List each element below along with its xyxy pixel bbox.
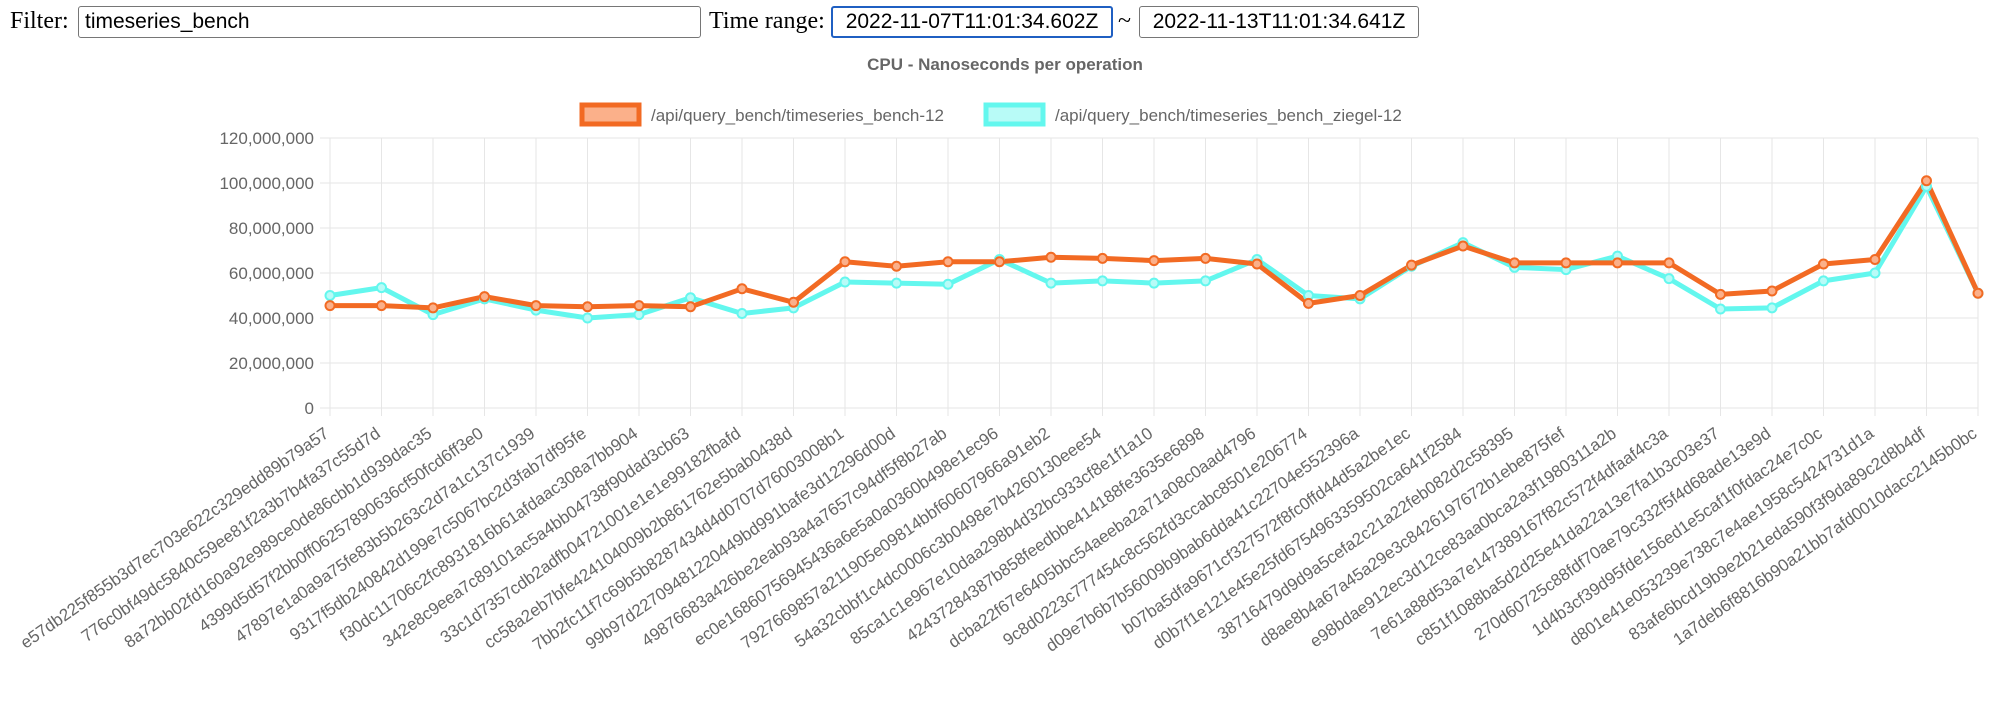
series-1-point[interactable] bbox=[1406, 259, 1417, 271]
series-2-point[interactable] bbox=[1200, 275, 1211, 287]
series-1-point[interactable] bbox=[1869, 254, 1881, 265]
series-1-point[interactable] bbox=[1097, 252, 1108, 264]
series-1-point[interactable] bbox=[994, 256, 1005, 268]
toolbar: Filter: Time range: ~ bbox=[0, 0, 2000, 44]
series-1-point[interactable] bbox=[891, 260, 902, 272]
series-2-point[interactable] bbox=[1097, 275, 1108, 287]
y-tick-label: 20,000,000 bbox=[229, 354, 314, 373]
series-1-point[interactable] bbox=[788, 296, 799, 308]
y-tick-label: 100,000,000 bbox=[219, 174, 314, 193]
series-2-point[interactable] bbox=[736, 308, 748, 319]
series-1-point[interactable] bbox=[1972, 287, 1984, 299]
filter-label: Filter: bbox=[10, 8, 69, 34]
x-axis-ticks: e57db225f855b3d7ec703e622c329edd89b79a57… bbox=[17, 423, 1981, 655]
y-tick-label: 0 bbox=[305, 399, 314, 418]
series-2-point[interactable] bbox=[891, 277, 902, 289]
time-range-label: Time range: bbox=[709, 8, 825, 34]
series-1-point[interactable] bbox=[376, 300, 387, 312]
series-1-point[interactable] bbox=[427, 302, 439, 314]
y-tick-label: 120,000,000 bbox=[219, 129, 314, 148]
series-2-point[interactable] bbox=[839, 276, 851, 288]
chart-title: CPU - Nanoseconds per operation bbox=[867, 55, 1143, 74]
series-1-point[interactable] bbox=[1818, 258, 1829, 270]
series-1-point[interactable] bbox=[633, 300, 645, 312]
series-1-point[interactable] bbox=[1921, 175, 1932, 187]
series-1-point[interactable] bbox=[1251, 258, 1263, 270]
series-2-point[interactable] bbox=[1045, 277, 1057, 289]
time-range-start-input[interactable] bbox=[831, 6, 1113, 38]
series-1-point[interactable] bbox=[1560, 257, 1572, 269]
legend-swatch-series-1 bbox=[579, 102, 642, 127]
series-2-point[interactable] bbox=[1766, 302, 1778, 314]
series-2-point[interactable] bbox=[582, 312, 593, 324]
legend-label-series-2: /api/query_bench/timeseries_bench_ziegel… bbox=[1055, 106, 1402, 125]
series-1-point[interactable] bbox=[1612, 257, 1623, 269]
series-2-point[interactable] bbox=[1818, 275, 1829, 287]
legend-swatch-series-2 bbox=[983, 102, 1046, 127]
series-1-point[interactable] bbox=[1200, 252, 1211, 264]
cpu-line-chart: CPU - Nanoseconds per operation /api/que… bbox=[17, 55, 1984, 656]
series-1-point[interactable] bbox=[1509, 257, 1520, 269]
series-2-point[interactable] bbox=[1663, 273, 1675, 285]
series-1-point[interactable] bbox=[1457, 240, 1469, 252]
series-1-point[interactable] bbox=[1354, 290, 1366, 301]
series-1-point[interactable] bbox=[1766, 285, 1778, 297]
chart-legend: /api/query_bench/timeseries_bench-12 /ap… bbox=[579, 102, 1402, 127]
series-2-point[interactable] bbox=[633, 309, 645, 321]
time-range-end-input[interactable] bbox=[1139, 6, 1419, 38]
series-1-point[interactable] bbox=[324, 300, 336, 312]
y-tick-label: 60,000,000 bbox=[229, 264, 314, 283]
time-range-separator: ~ bbox=[1118, 8, 1131, 34]
series-1-point[interactable] bbox=[685, 301, 696, 313]
data-points bbox=[324, 175, 1984, 324]
legend-item-series-2[interactable]: /api/query_bench/timeseries_bench_ziegel… bbox=[983, 102, 1402, 127]
series-2-point[interactable] bbox=[1148, 277, 1160, 289]
grid-lines bbox=[320, 137, 1979, 416]
series-1-point[interactable] bbox=[1045, 251, 1057, 263]
series-2-point[interactable] bbox=[324, 290, 336, 301]
legend-label-series-1: /api/query_bench/timeseries_bench-12 bbox=[651, 106, 944, 125]
legend-item-series-1[interactable]: /api/query_bench/timeseries_bench-12 bbox=[579, 102, 944, 127]
series-1-point[interactable] bbox=[1663, 257, 1675, 269]
series-1-point[interactable] bbox=[736, 283, 748, 295]
series-2-point[interactable] bbox=[942, 278, 954, 290]
series-2-point[interactable] bbox=[1869, 267, 1881, 279]
series-1-point[interactable] bbox=[1303, 297, 1314, 309]
y-tick-label: 80,000,000 bbox=[229, 219, 314, 238]
series-1-point[interactable] bbox=[942, 256, 954, 268]
series-2-point[interactable] bbox=[685, 292, 696, 304]
series-1-point[interactable] bbox=[839, 256, 851, 268]
series-2-point[interactable] bbox=[1715, 303, 1726, 315]
y-axis-ticks: 0 20,000,000 40,000,000 60,000,000 80,000,00… bbox=[219, 129, 314, 418]
series-1-point[interactable] bbox=[1715, 288, 1726, 300]
series-1-point[interactable] bbox=[479, 291, 490, 303]
series-2-point[interactable] bbox=[376, 282, 387, 294]
y-tick-label: 40,000,000 bbox=[229, 309, 314, 328]
series-1-point[interactable] bbox=[1148, 255, 1160, 267]
series-1-point[interactable] bbox=[530, 300, 542, 312]
filter-input[interactable] bbox=[78, 6, 701, 38]
series-1-point[interactable] bbox=[582, 301, 593, 313]
